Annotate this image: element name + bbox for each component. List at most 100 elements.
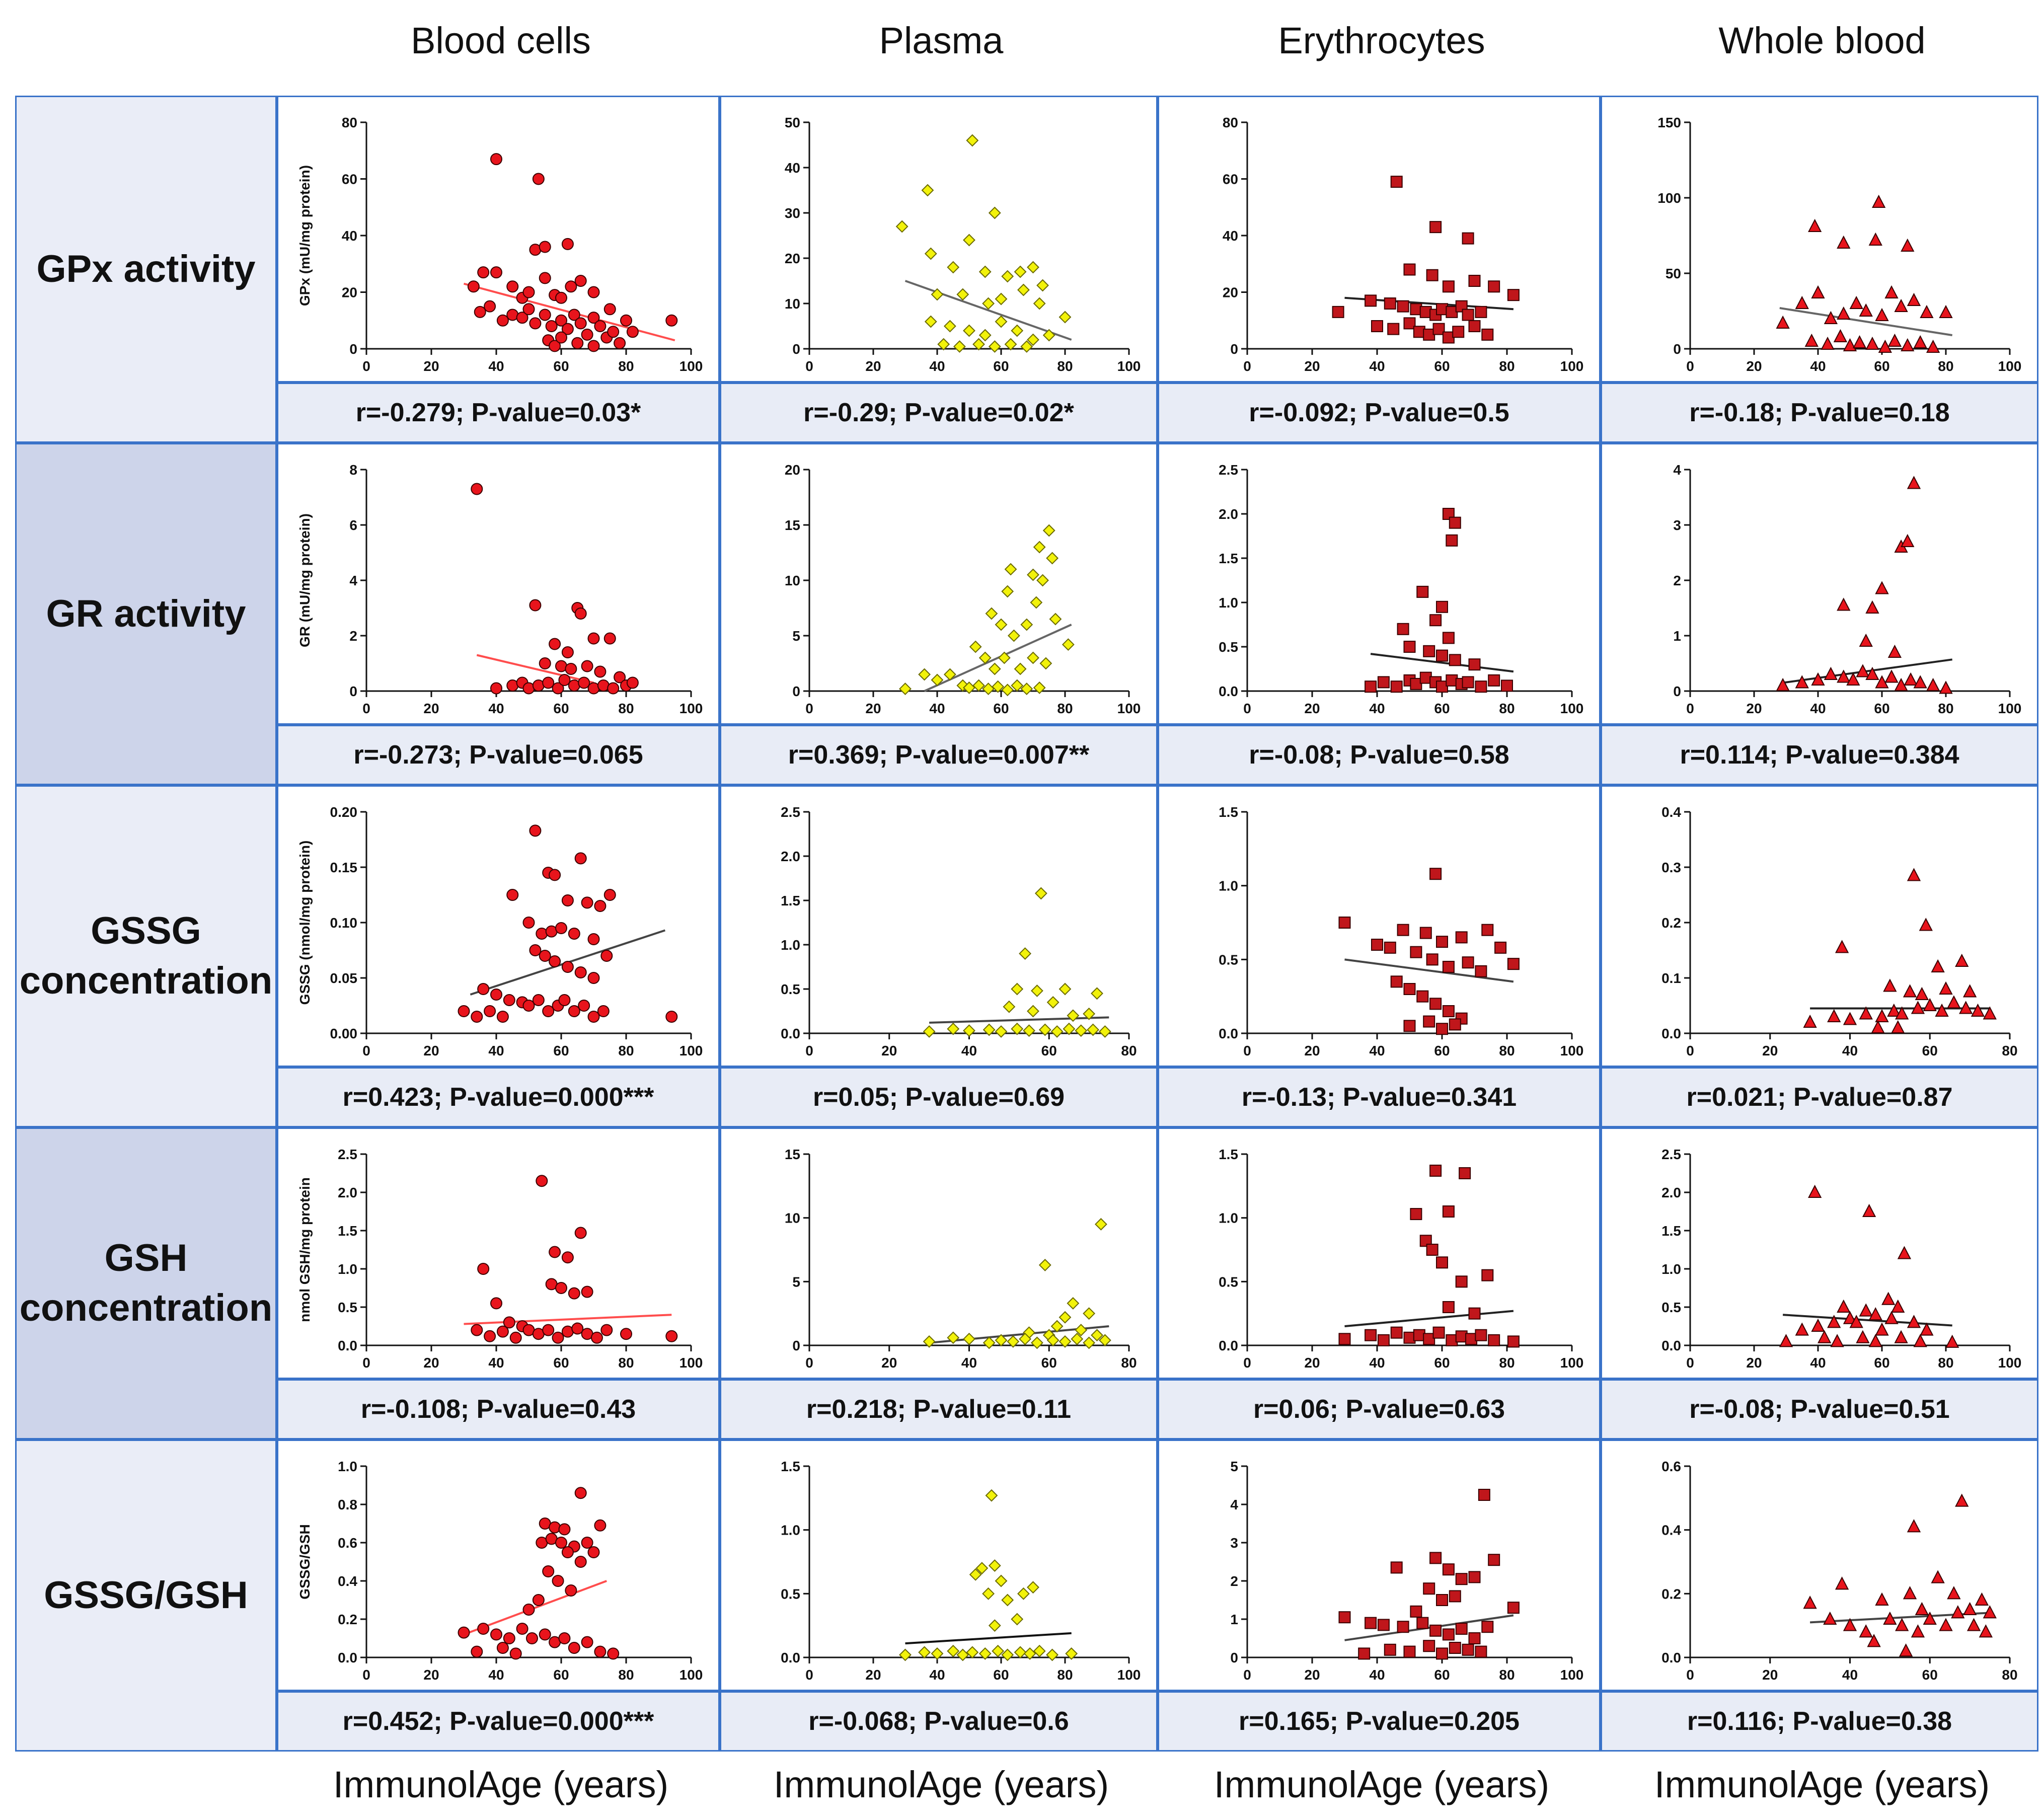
data-point xyxy=(1883,1611,1897,1625)
data-point xyxy=(1432,1326,1445,1339)
data-point xyxy=(545,320,558,332)
y-tick-label: 0 xyxy=(792,1338,800,1353)
data-point xyxy=(1436,649,1448,662)
correlation-stat: r=0.423; P-value=0.000*** xyxy=(277,1067,720,1127)
data-point xyxy=(1475,1645,1487,1658)
data-point xyxy=(1091,987,1103,1000)
data-point xyxy=(937,338,950,351)
data-point xyxy=(1901,338,1915,351)
data-point xyxy=(1462,309,1474,321)
data-point xyxy=(539,241,551,253)
data-point xyxy=(1426,269,1439,281)
data-point xyxy=(503,1316,515,1329)
data-point xyxy=(1442,508,1455,520)
data-point xyxy=(471,1324,483,1336)
x-tick-label: 40 xyxy=(1842,1043,1858,1058)
scatter-plot: 0 20 40 60 80 100 0 20 40 60 80 GPx (mU/mg protein) xyxy=(297,115,703,374)
data-point xyxy=(1837,306,1851,320)
y-tick-label: 1.0 xyxy=(338,1459,357,1474)
x-tick-label: 20 xyxy=(865,701,881,716)
data-point xyxy=(1459,1167,1471,1179)
data-point xyxy=(490,1628,502,1641)
data-point xyxy=(1027,333,1039,346)
data-point xyxy=(1923,998,1937,1011)
x-tick-label: 40 xyxy=(488,701,504,716)
y-tick-label: 0.5 xyxy=(781,1586,800,1602)
data-point xyxy=(923,1025,936,1038)
data-point xyxy=(552,1575,564,1587)
data-point xyxy=(578,1000,590,1012)
data-point xyxy=(477,1263,490,1275)
x-tick-label: 0 xyxy=(805,1355,813,1371)
x-tick-label: 40 xyxy=(929,701,945,716)
data-point xyxy=(1913,675,1927,689)
x-tick-label: 80 xyxy=(2002,1043,2017,1058)
data-point xyxy=(1050,1025,1064,1038)
data-point xyxy=(1872,194,1886,208)
data-point xyxy=(1007,629,1020,642)
data-point xyxy=(1920,305,1934,318)
data-point xyxy=(1410,1208,1422,1221)
x-tick-label: 0 xyxy=(1243,1355,1251,1371)
chart-panel: 0 20 40 60 80 0 5 10 15 xyxy=(720,1127,1158,1379)
x-tick-label: 40 xyxy=(961,1355,977,1371)
y-tick-label: 8 xyxy=(349,462,357,478)
data-point xyxy=(574,275,587,287)
x-tick-label: 100 xyxy=(679,1667,703,1683)
data-point xyxy=(998,651,1011,664)
data-point xyxy=(963,234,975,247)
y-tick-label: 0.0 xyxy=(338,1650,357,1665)
data-point xyxy=(506,889,519,901)
x-tick-label: 60 xyxy=(1041,1043,1057,1058)
y-tick-label: 0.2 xyxy=(1661,1586,1681,1602)
correlation-stat: r=-0.13; P-value=0.341 xyxy=(1158,1067,1601,1127)
x-tick-label: 100 xyxy=(1117,358,1141,374)
y-tick-label: 0.0 xyxy=(338,1338,357,1353)
data-point xyxy=(1075,1024,1088,1037)
data-point xyxy=(571,1322,584,1335)
data-point xyxy=(924,315,937,328)
data-point xyxy=(1835,1576,1849,1590)
x-axis-title-plasma: ImmunolAge (years) xyxy=(773,1763,1109,1805)
data-point xyxy=(607,1647,620,1660)
data-point xyxy=(490,153,502,166)
x-tick-label: 20 xyxy=(423,1667,439,1683)
data-point xyxy=(561,323,574,335)
data-point xyxy=(1501,679,1513,692)
x-tick-label: 40 xyxy=(1810,701,1826,716)
chart-panel: 0 20 40 60 80 100 0 1 2 3 4 5 xyxy=(1158,1439,1601,1691)
data-point xyxy=(988,1619,1001,1632)
data-point xyxy=(1488,1554,1500,1566)
data-point xyxy=(1795,675,1809,689)
data-point xyxy=(1442,632,1455,644)
data-point xyxy=(1023,1024,1035,1037)
data-point xyxy=(539,272,551,284)
data-point xyxy=(1811,1318,1825,1332)
y-tick-label: 0.5 xyxy=(1661,1300,1681,1315)
y-tick-label: 5 xyxy=(1230,1459,1238,1474)
data-point xyxy=(975,1562,989,1575)
y-tick-label: 1.0 xyxy=(338,1261,357,1277)
data-point xyxy=(1449,1590,1461,1603)
y-tick-label: 15 xyxy=(785,517,800,533)
scatter-plot: 0 20 40 60 80 100 0 1 2 3 4 xyxy=(1673,462,2021,716)
data-point xyxy=(1468,658,1481,671)
data-point xyxy=(1468,1571,1481,1583)
x-tick-label: 20 xyxy=(1304,1043,1320,1058)
data-point xyxy=(1891,1020,1905,1033)
x-tick-label: 60 xyxy=(1922,1043,1938,1058)
data-point xyxy=(614,671,626,684)
data-point xyxy=(1488,280,1500,293)
data-point xyxy=(963,681,975,694)
data-point xyxy=(1371,939,1383,951)
data-point xyxy=(471,483,483,495)
y-tick-label: 20 xyxy=(785,462,800,478)
row-header-gr: GR activity xyxy=(15,443,277,785)
y-tick-label: 0.5 xyxy=(1219,639,1238,655)
data-point xyxy=(895,220,909,233)
data-point xyxy=(1403,1645,1416,1658)
x-tick-label: 0 xyxy=(362,358,370,374)
data-point xyxy=(1875,1009,1889,1022)
data-point xyxy=(503,994,515,1006)
x-tick-label: 40 xyxy=(1369,1667,1385,1683)
